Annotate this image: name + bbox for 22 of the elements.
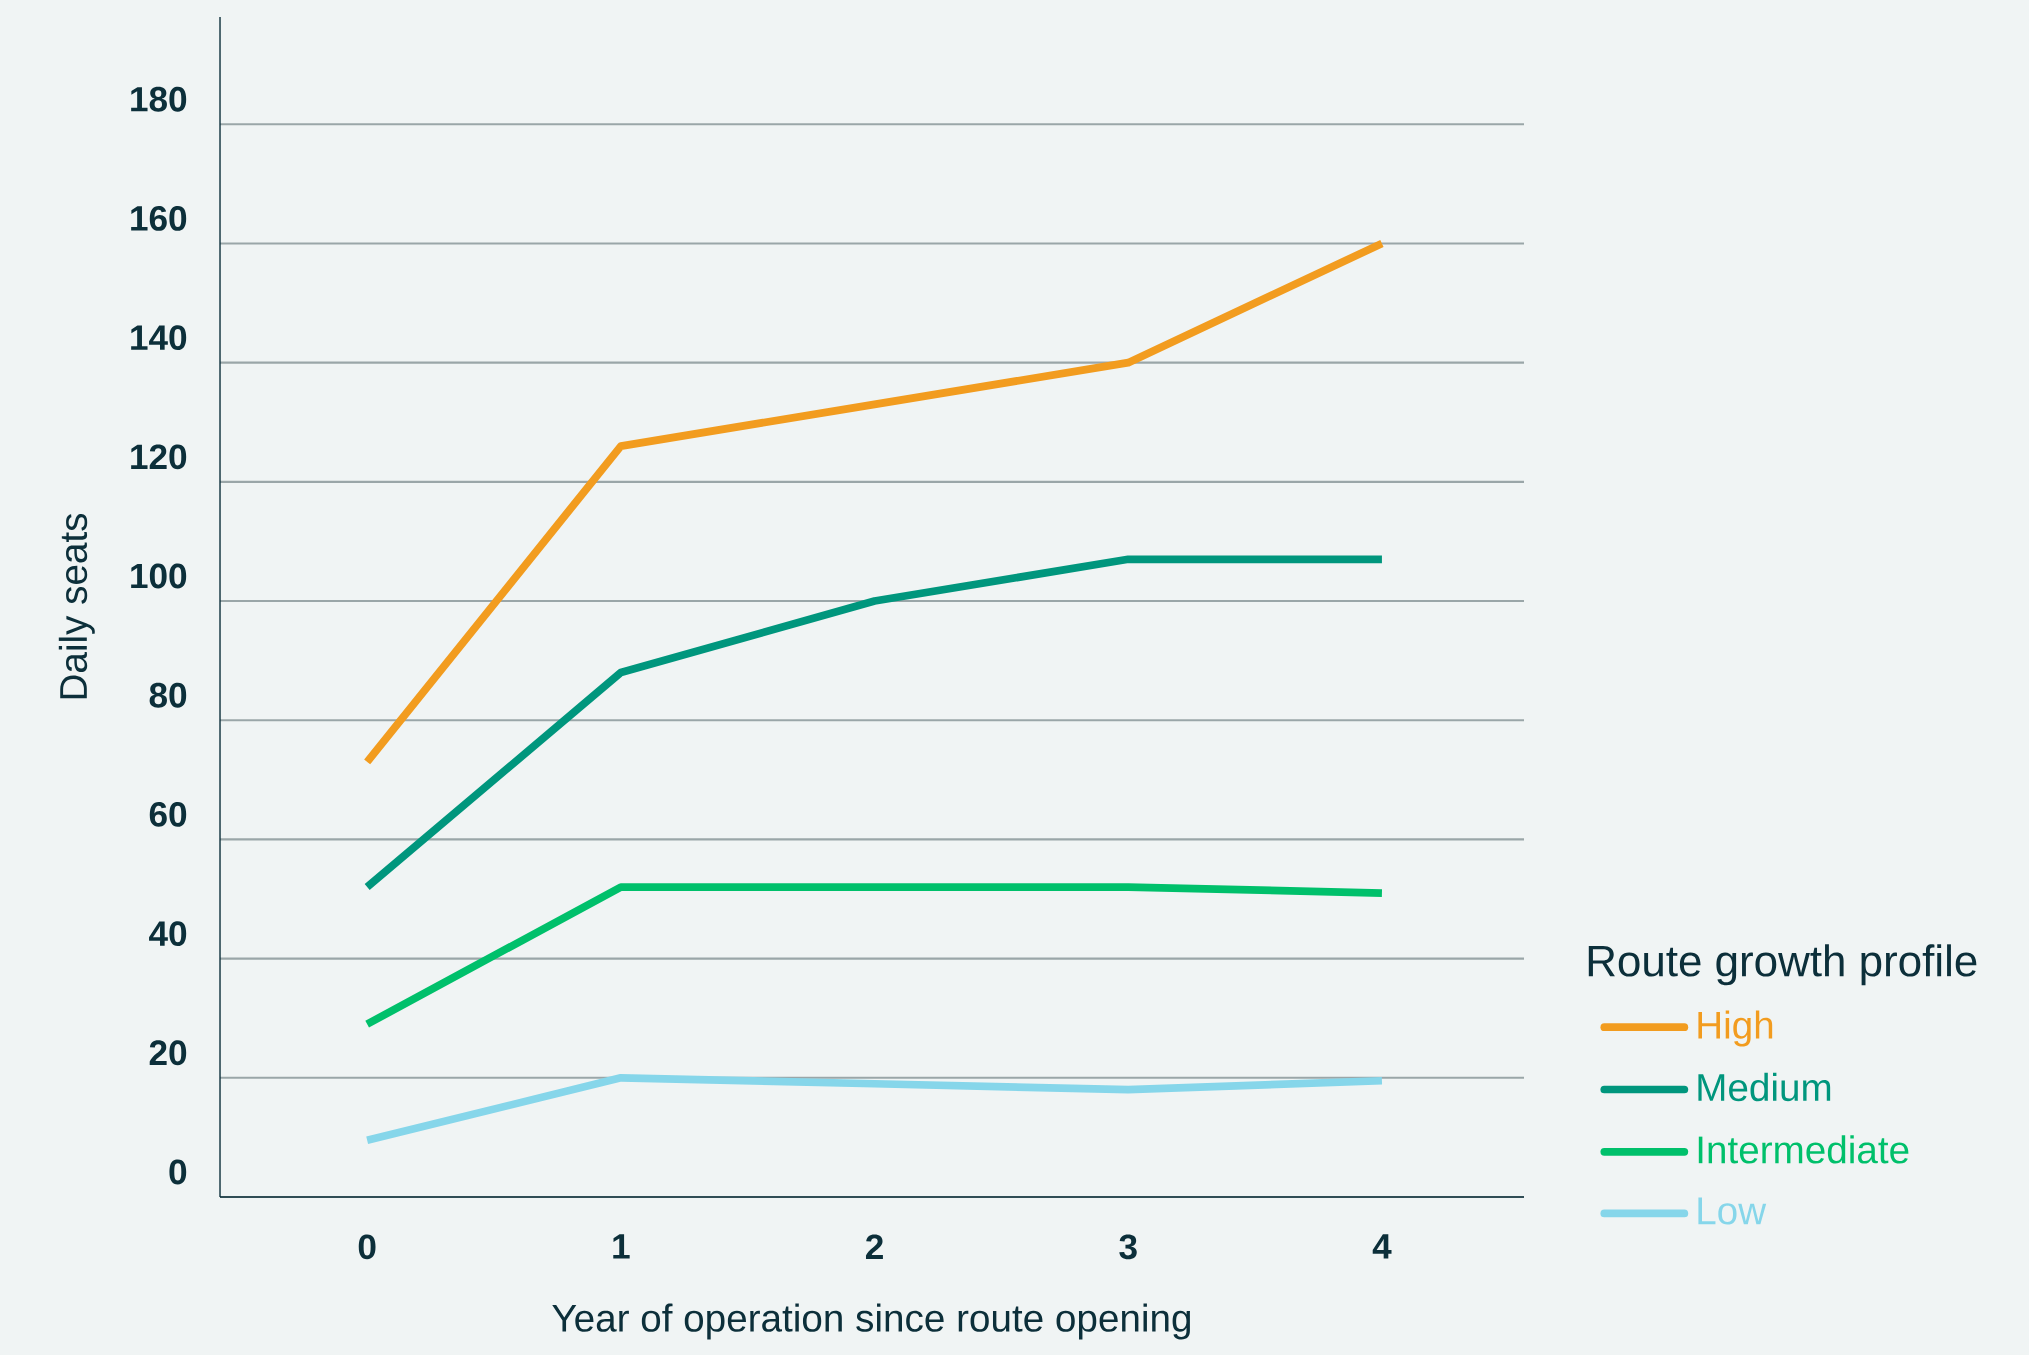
- y-tick-label: 100: [131, 563, 187, 589]
- legend-label: Intermediate: [1698, 1135, 1909, 1164]
- y-tick-label: 20: [149, 1040, 187, 1066]
- y-tick-label: 0: [169, 1159, 187, 1185]
- y-axis-title: Daily seats: [58, 513, 95, 699]
- legend-label: Medium: [1698, 1072, 1831, 1102]
- x-tick-label: 0: [358, 1234, 376, 1260]
- x-tick-label: 3: [1119, 1234, 1137, 1260]
- legend-label: Low: [1698, 1197, 1767, 1225]
- x-axis-title: Year of operation since route opening: [552, 1303, 1191, 1340]
- y-tick-label: 160: [131, 206, 187, 231]
- y-tick-label: 140: [131, 325, 187, 351]
- x-tick-label: 1: [613, 1234, 630, 1259]
- y-tick-label: 180: [131, 86, 187, 112]
- legend-label: High: [1698, 1010, 1773, 1047]
- y-tick-label: 120: [131, 444, 187, 470]
- x-tick-label: 4: [1372, 1234, 1392, 1259]
- legend-title: Route growth profile: [1588, 944, 1977, 986]
- y-tick-label: 60: [149, 801, 187, 827]
- y-tick-label: 80: [149, 682, 187, 708]
- x-tick-label: 2: [865, 1234, 883, 1259]
- y-tick-label: 40: [149, 921, 187, 947]
